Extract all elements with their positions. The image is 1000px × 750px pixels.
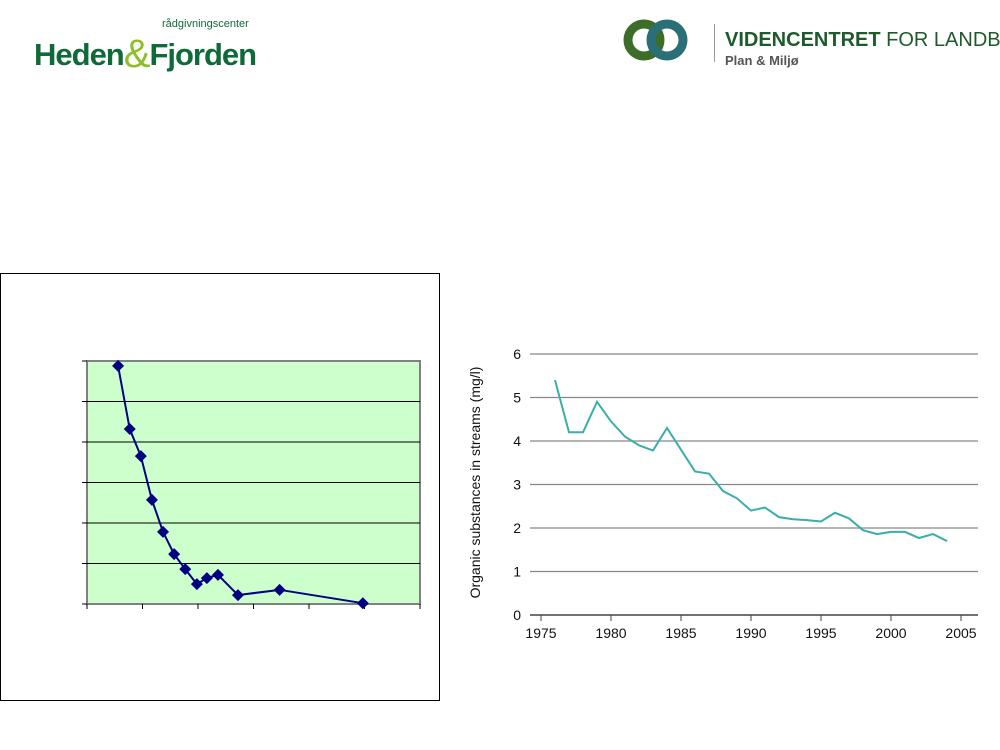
x-tick-label: 2005 xyxy=(945,625,976,641)
y-tick-label: 3 xyxy=(513,477,521,493)
data-point xyxy=(200,572,213,585)
y-tick-label: 5 xyxy=(513,390,521,406)
data-point xyxy=(190,578,203,591)
data-point xyxy=(157,525,170,538)
x-tick-label: 1975 xyxy=(525,625,556,641)
x-tick-label: 2000 xyxy=(875,625,906,641)
y-tick-label: 6 xyxy=(513,346,521,362)
logo-subtitle: rådgivningscenter xyxy=(162,18,249,30)
left-chart-frame xyxy=(0,273,440,701)
videncentret-logo: VIDENCENTRET FOR LANDBRUG Plan & Miljø xyxy=(622,18,1000,68)
data-point xyxy=(211,568,224,581)
logo-heden: Heden xyxy=(34,37,125,72)
x-tick-label: 1985 xyxy=(665,625,696,641)
x-tick-label: 1990 xyxy=(735,625,766,641)
logo-fjorden: Fjorden xyxy=(149,37,257,72)
data-point xyxy=(356,597,369,610)
logo-subtitle: Plan & Miljø xyxy=(725,53,799,68)
logo-divider xyxy=(714,24,715,62)
logo-wordmark: Heden&Fjorden xyxy=(34,30,257,76)
data-point xyxy=(231,589,244,602)
heden-fjorden-logo: rådgivningscenter Heden&Fjorden xyxy=(34,18,294,76)
data-point xyxy=(273,583,286,596)
data-point xyxy=(112,359,125,372)
logo-title-bold: VIDENCENTRET xyxy=(725,29,881,51)
x-tick-label: 1980 xyxy=(595,625,626,641)
data-point xyxy=(145,493,158,506)
logo-title: VIDENCENTRET FOR LANDBRUG xyxy=(725,29,1000,52)
data-point xyxy=(134,450,147,463)
data-point xyxy=(123,423,136,436)
data-point xyxy=(168,548,181,561)
y-tick-label: 0 xyxy=(513,607,521,623)
rings-icon xyxy=(623,19,688,61)
data-point xyxy=(179,563,192,576)
logo-amp: & xyxy=(123,32,151,76)
series-line xyxy=(554,379,948,542)
y-tick-label: 1 xyxy=(513,564,521,580)
logo-title-rest: FOR LANDBRUG xyxy=(886,29,1000,51)
x-tick-label: 1995 xyxy=(805,625,836,641)
y-axis-label: Organic substances in streams (mg/l) xyxy=(467,367,483,599)
y-tick-label: 2 xyxy=(513,520,521,536)
y-tick-label: 4 xyxy=(513,433,521,449)
